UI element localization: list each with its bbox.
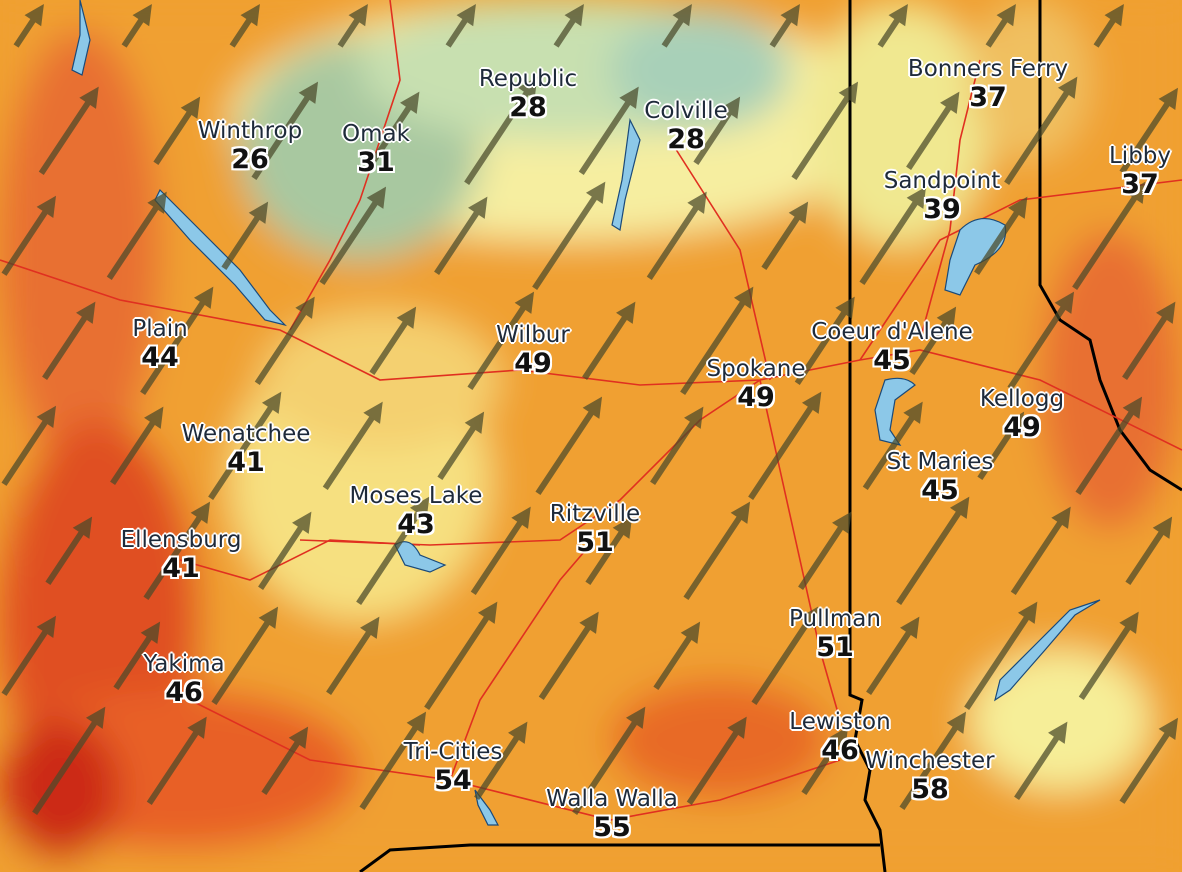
- wind-arrow-icon: [661, 4, 692, 48]
- wind-arrow-icon: [646, 191, 707, 280]
- wind-arrow-icon: [1004, 76, 1078, 186]
- wind-arrow-icon: [964, 601, 1038, 711]
- wind-arrow-icon: [899, 711, 967, 811]
- wind-arrow-icon: [535, 396, 603, 496]
- wind-arrow-icon: [445, 4, 476, 48]
- wind-arrow-icon: [798, 511, 852, 590]
- wind-arrow-icon: [1010, 506, 1071, 595]
- wind-arrow-icon: [801, 726, 849, 795]
- wind-arrow-icon: [1007, 291, 1075, 391]
- wind-arrow-icon: [866, 616, 920, 695]
- wind-arrow-icon: [1119, 717, 1178, 804]
- columbia-river-lake: [611, 117, 641, 231]
- wind-arrow-icon: [572, 706, 646, 816]
- wind-arrow-icon: [578, 86, 639, 175]
- wind-arrow-icon: [751, 606, 819, 706]
- wind-arrow-icon: [356, 496, 430, 606]
- wind-arrow-icon: [319, 186, 387, 286]
- wind-arrow-icon: [1072, 181, 1146, 291]
- wind-arrow-icon: [464, 76, 538, 186]
- wind-arrow-icon: [1, 615, 56, 696]
- wind-arrow-icon: [322, 401, 383, 490]
- wind-arrow-icon: [153, 96, 201, 165]
- wind-arrow-icon: [359, 711, 427, 811]
- wind-arrow-icon: [1093, 4, 1124, 48]
- wind-arrow-icon: [693, 96, 741, 165]
- wind-arrow-icon: [143, 501, 211, 601]
- wind-arrow-icon: [1078, 611, 1139, 700]
- wind-arrow-icon: [474, 721, 528, 800]
- wind-arrow-icon: [110, 406, 164, 485]
- wind-arrow-icon: [437, 411, 485, 480]
- wind-arrow-icon: [42, 301, 96, 380]
- state-borders: [359, 0, 1182, 872]
- wind-arrow-icon: [1, 195, 56, 276]
- dworshak-reservoir: [994, 599, 1101, 702]
- wind-arrow-icon: [1125, 516, 1173, 585]
- wind-arrow-icon: [369, 306, 417, 375]
- wind-arrow-icon: [251, 81, 319, 181]
- wind-arrow-icon: [538, 611, 599, 700]
- wind-arrows: [1, 4, 1178, 816]
- wind-arrow-icon: [761, 201, 809, 270]
- wind-arrow-icon: [32, 706, 106, 816]
- wind-arrow-icon: [877, 4, 908, 48]
- wind-arrow-icon: [794, 296, 855, 385]
- wind-arrow-icon: [106, 191, 167, 280]
- columbia-river: [474, 789, 499, 826]
- wind-arrow-icon: [769, 4, 800, 48]
- water-bodies: [71, 0, 1101, 826]
- wind-arrow-icon: [1075, 396, 1143, 496]
- lake-chelan: [154, 188, 287, 327]
- wind-arrow-icon: [553, 4, 584, 48]
- wind-arrow-icon: [146, 716, 207, 805]
- wind-arrow-icon: [337, 4, 368, 48]
- wind-arrow-icon: [229, 4, 260, 48]
- wind-arrow-icon: [261, 726, 309, 795]
- wind-arrow-icon: [650, 406, 704, 485]
- wind-arrow-icon: [653, 621, 701, 690]
- wind-arrow-icon: [1, 405, 56, 486]
- wind-arrow-icon: [424, 601, 498, 711]
- wind-arrow-icon: [680, 286, 754, 396]
- wind-arrow-icon: [470, 506, 531, 595]
- wind-arrow-icon: [113, 621, 161, 690]
- wind-arrow-icon: [221, 201, 269, 270]
- wind-arrow-icon: [434, 196, 488, 275]
- lake-north: [71, 0, 91, 76]
- wind-arrow-icon: [1014, 721, 1068, 800]
- wind-arrow-icon: [977, 411, 1025, 480]
- wind-arrow-icon: [985, 4, 1016, 48]
- wind-arrow-icon: [38, 86, 99, 175]
- wind-arrow-icon: [326, 616, 380, 695]
- wind-arrow-icon: [254, 296, 315, 385]
- wind-arrow-icon: [791, 81, 859, 181]
- wind-arrow-icon: [1119, 87, 1178, 174]
- wind-arrow-icon: [974, 196, 1028, 275]
- wind-arrow-icon: [585, 516, 633, 585]
- wind-arrow-icon: [896, 496, 970, 606]
- wind-arrow-icon: [366, 91, 420, 170]
- wind-arrow-icon: [140, 286, 214, 396]
- wind-arrow-icon: [258, 511, 312, 590]
- wind-arrow-icon: [532, 181, 606, 291]
- wind-arrow-icon: [683, 501, 751, 601]
- wind-arrow-icon: [686, 716, 747, 805]
- wind-arrow-icon: [467, 291, 535, 391]
- wind-arrow-icon: [1122, 301, 1176, 380]
- wind-arrow-icon: [906, 91, 960, 170]
- wind-arrow-icon: [582, 301, 636, 380]
- wind-arrow-icon: [909, 306, 957, 375]
- wind-arrow-icon: [211, 606, 279, 706]
- wind-arrow-icon: [208, 391, 282, 501]
- wind-arrow-icon: [45, 516, 93, 585]
- wind-arrow-icon: [748, 391, 822, 501]
- wind-arrow-icon: [862, 401, 923, 490]
- wind-arrow-icon: [859, 186, 927, 286]
- wind-arrow-icon: [13, 4, 44, 48]
- wind-arrow-icon: [121, 4, 152, 48]
